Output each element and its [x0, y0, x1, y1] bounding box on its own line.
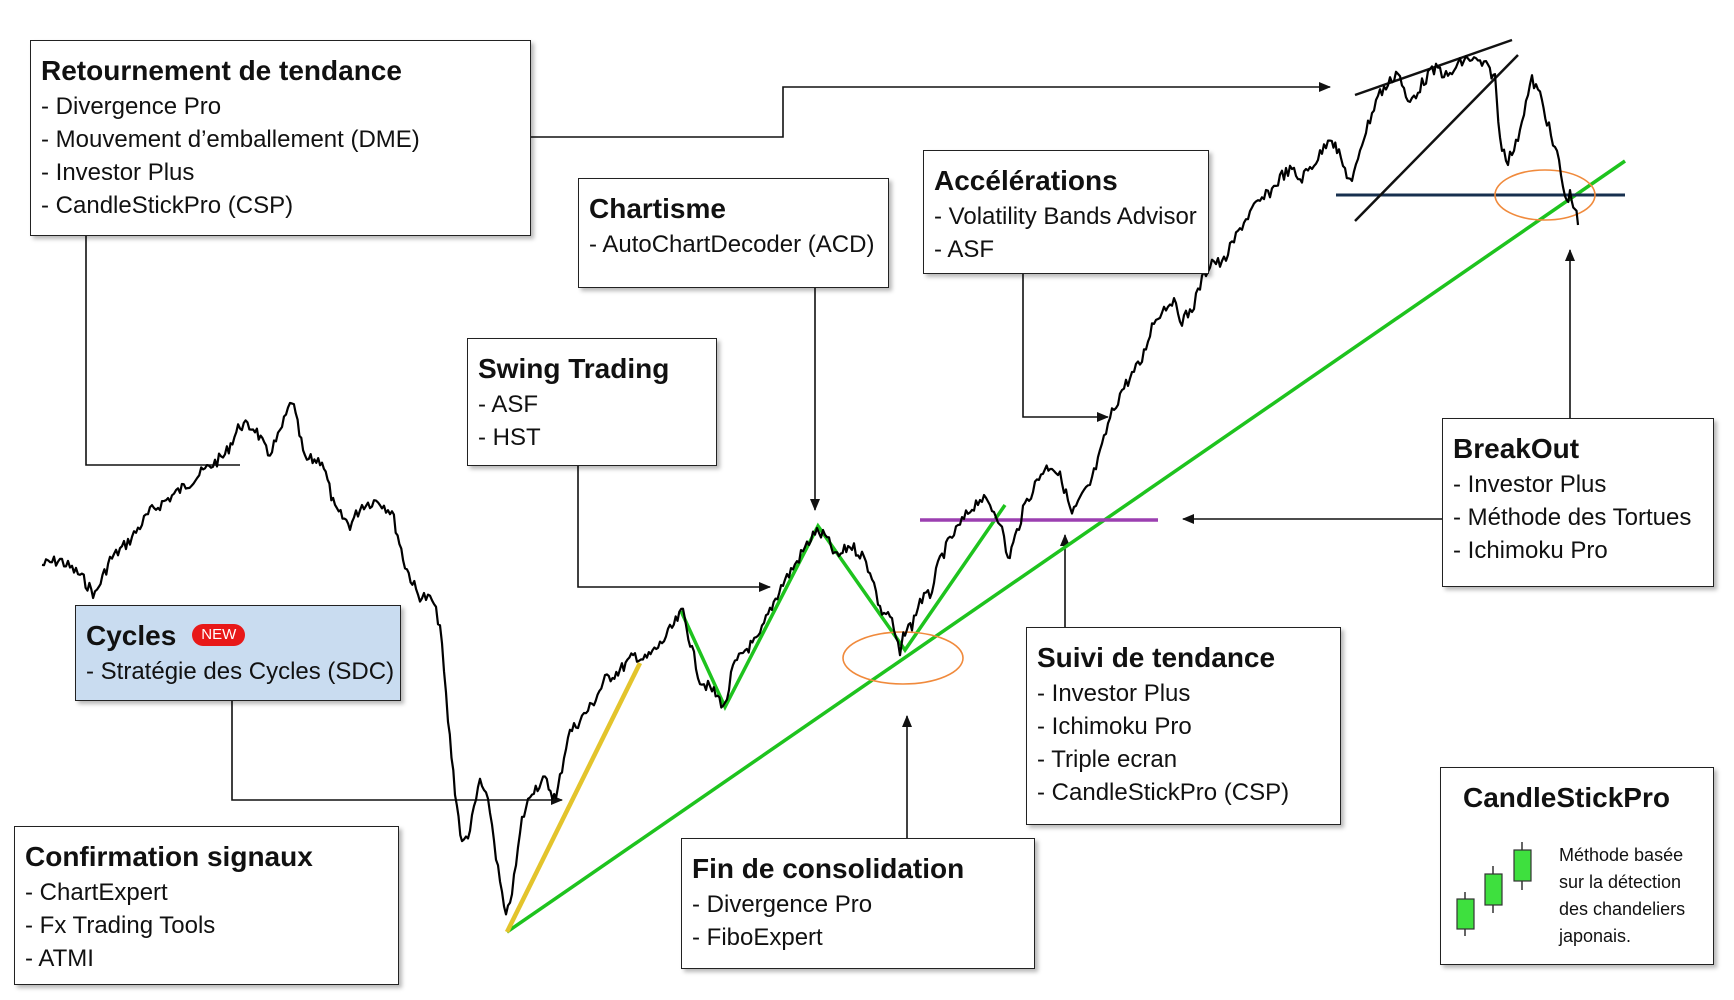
box-title: Swing Trading: [478, 353, 670, 384]
box-item: - Stratégie des Cycles (SDC): [86, 658, 395, 685]
desc-line: Méthode basée: [1559, 845, 1684, 865]
box-item: - AutoChartDecoder (ACD): [589, 231, 875, 258]
new-badge: NEW: [192, 623, 246, 646]
box-title: CandleStickPro: [1463, 782, 1670, 813]
box-title: Accélérations: [934, 165, 1118, 196]
box-item: - Divergence Pro: [692, 891, 873, 918]
box-item: - Ichimoku Pro: [1453, 537, 1608, 564]
box-item: - Investor Plus: [1453, 471, 1607, 498]
swing-zigzag-line: [679, 504, 1007, 712]
box-suivi-de-tendance: Suivi de tendance - Investor Plus - Ichi…: [1026, 627, 1341, 825]
box-item: - Mouvement d’emballement (DME): [41, 126, 420, 153]
box-item: - CandleStickPro (CSP): [41, 192, 294, 219]
box-title: Cycles NEW: [86, 620, 390, 652]
box-cycles: Cycles NEW - Stratégie des Cycles (SDC): [75, 605, 401, 701]
box-item: - Divergence Pro: [41, 93, 222, 120]
connector-arrows: [85, 82, 1575, 838]
box-title-text: Cycles: [86, 620, 177, 651]
box-title: Confirmation signaux: [25, 841, 313, 872]
box-item: - Volatility Bands Advisor: [934, 203, 1197, 230]
arrow-retournement-down: [85, 235, 240, 466]
box-item: - Investor Plus: [41, 159, 195, 186]
box-item: - Fx Trading Tools: [25, 912, 216, 939]
candlestick-icon: [1456, 842, 1532, 936]
box-item: - Méthode des Tortues: [1453, 504, 1692, 531]
arrow-cycles: [231, 700, 563, 805]
price-line: [41, 55, 1580, 916]
box-title: Chartisme: [589, 193, 726, 224]
candlestick-description: Méthode basée sur la détection des chand…: [1559, 842, 1685, 950]
box-candlestickpro: CandleStickPro Méthode basée sur la déte…: [1440, 767, 1714, 965]
box-item: - ChartExpert: [25, 879, 168, 906]
box-item: - ASF: [934, 236, 995, 263]
box-item: - Triple ecran: [1037, 746, 1178, 773]
box-chartisme: Chartisme - AutoChartDecoder (ACD): [578, 178, 889, 288]
desc-line: japonais.: [1559, 926, 1632, 946]
breakout-ellipse: [1494, 169, 1596, 221]
acceleration-line: [504, 662, 643, 933]
chart-annotations: [504, 38, 1626, 934]
desc-line: des chandeliers: [1559, 899, 1686, 919]
desc-line: sur la détection: [1559, 872, 1682, 892]
box-item: - CandleStickPro (CSP): [1037, 779, 1290, 806]
box-item: - FiboExpert: [692, 924, 823, 951]
long-term-trend-line: [506, 159, 1626, 934]
box-item: - Ichimoku Pro: [1037, 713, 1192, 740]
wedge-upper-line: [1354, 38, 1513, 97]
arrow-swing: [577, 466, 771, 592]
box-item: - Investor Plus: [1037, 680, 1191, 707]
box-fin-de-consolidation: Fin de consolidation - Divergence Pro - …: [681, 838, 1035, 969]
arrow-accelerations: [1022, 274, 1109, 422]
box-title: Suivi de tendance: [1037, 642, 1276, 673]
box-retournement-de-tendance: Retournement de tendance - Divergence Pr…: [30, 40, 531, 236]
box-item: - ATMI: [25, 945, 94, 972]
box-breakout: BreakOut - Investor Plus - Méthode des T…: [1442, 418, 1714, 587]
wedge-lower-line: [1354, 54, 1519, 222]
arrow-retournement: [530, 82, 1331, 138]
box-item: - HST: [478, 424, 541, 451]
box-accelerations: Accélérations - Volatility Bands Advisor…: [923, 150, 1209, 274]
box-confirmation-signaux: Confirmation signaux - ChartExpert - Fx …: [14, 826, 399, 985]
box-title: BreakOut: [1453, 433, 1580, 464]
box-swing-trading: Swing Trading - ASF - HST: [467, 338, 717, 466]
box-item: - ASF: [478, 391, 539, 418]
box-title: Fin de consolidation: [692, 853, 965, 884]
box-title: Retournement de tendance: [41, 55, 402, 86]
